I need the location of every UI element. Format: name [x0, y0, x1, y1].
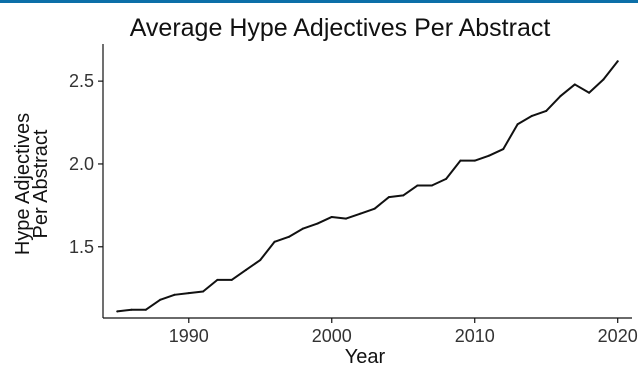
- x-tick-label: 2010: [455, 326, 495, 346]
- data-point: [244, 268, 247, 271]
- data-point: [530, 114, 533, 117]
- data-point: [159, 298, 162, 301]
- data-point: [173, 293, 176, 296]
- data-point: [430, 184, 433, 187]
- data-point: [202, 290, 205, 293]
- data-point: [588, 91, 591, 94]
- y-axis-title-line-2: Per Abstract: [30, 129, 52, 238]
- x-axis-title: Year: [345, 346, 386, 368]
- data-point: [116, 310, 119, 313]
- series: [116, 60, 619, 313]
- data-point: [187, 292, 190, 295]
- data-point: [402, 194, 405, 197]
- data-point: [459, 159, 462, 162]
- series-line: [116, 60, 619, 313]
- data-point: [488, 154, 491, 157]
- data-point: [330, 215, 333, 218]
- x-tick-label: 1990: [169, 326, 209, 346]
- data-point: [573, 83, 576, 86]
- y-tick-label: 1.5: [69, 237, 94, 257]
- y-axis-title-line-1: Hype Adjectives: [12, 113, 34, 255]
- data-point: [373, 207, 376, 210]
- data-point: [130, 308, 133, 311]
- top-accent-bar: [0, 0, 638, 3]
- data-point: [216, 278, 219, 281]
- x-tick-label: 2020: [598, 326, 638, 346]
- data-point: [302, 227, 305, 230]
- data-point: [473, 159, 476, 162]
- chart-title: Average Hype Adjectives Per Abstract: [130, 14, 551, 42]
- data-point: [559, 95, 562, 98]
- data-point: [144, 308, 147, 311]
- data-point: [516, 123, 519, 126]
- ticks: 1990 2000 2010 2020 1.5 2.0 2.5: [69, 71, 638, 346]
- data-point: [387, 196, 390, 199]
- data-point: [602, 78, 605, 81]
- y-axis-title: Hype Adjectives Per Abstract: [12, 113, 52, 255]
- data-point: [359, 212, 362, 215]
- y-tick-label: 2.5: [69, 71, 94, 91]
- data-point: [259, 259, 262, 262]
- data-point: [273, 240, 276, 243]
- y-tick-label: 2.0: [69, 154, 94, 174]
- data-point: [545, 109, 548, 112]
- data-point: [445, 177, 448, 180]
- data-point: [345, 217, 348, 220]
- data-point: [416, 184, 419, 187]
- data-point: [287, 235, 290, 238]
- data-point: [616, 60, 619, 63]
- axes: [102, 44, 632, 319]
- data-point: [316, 222, 319, 225]
- data-point: [230, 278, 233, 281]
- data-point: [502, 148, 505, 151]
- x-tick-label: 2000: [312, 326, 352, 346]
